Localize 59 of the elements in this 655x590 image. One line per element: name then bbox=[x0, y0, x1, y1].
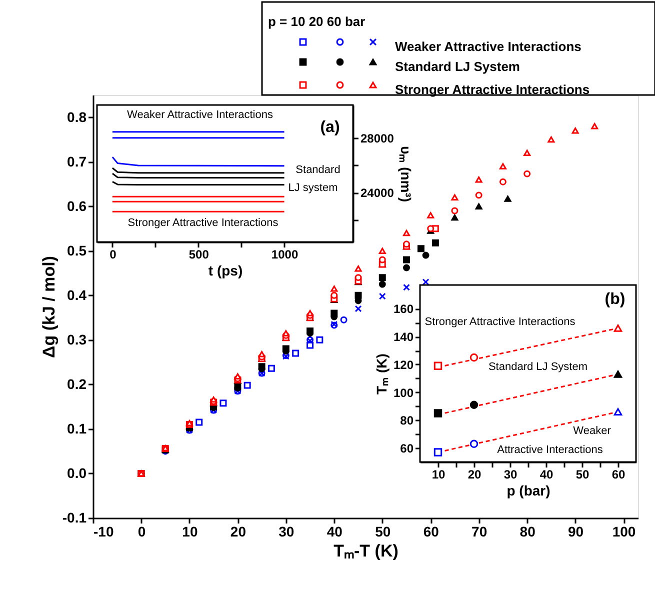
x-tick-label: 40 bbox=[540, 468, 554, 482]
y-axis-title: Tₘ (K) bbox=[373, 354, 390, 394]
x-tick-label: 60 bbox=[423, 524, 440, 540]
x-tick-label: 10 bbox=[182, 524, 198, 540]
y2-tick-label: 28000 bbox=[360, 131, 394, 146]
y-tick-label: 0.5 bbox=[67, 242, 87, 258]
legend-label: Stronger Attractive Interactions bbox=[395, 82, 590, 97]
annotation: (a) bbox=[320, 119, 340, 136]
y-tick-label: 0.8 bbox=[67, 108, 87, 125]
annotation: LJ system bbox=[288, 182, 338, 194]
y-tick-label: 120 bbox=[393, 358, 414, 372]
x-tick-label: 500 bbox=[188, 248, 210, 262]
annotation: Attractive Interactions bbox=[497, 444, 604, 456]
x-tick-label: 60 bbox=[612, 468, 626, 482]
x-tick-label: 40 bbox=[326, 524, 343, 540]
x-tick-label: 10 bbox=[432, 468, 446, 482]
x-tick-label: 70 bbox=[472, 524, 488, 540]
x-tick-label: 20 bbox=[230, 524, 246, 540]
x-tick-label: 90 bbox=[568, 524, 584, 540]
x-tick-label: 20 bbox=[468, 468, 482, 482]
y2-axis-title: υₘ (nm³) bbox=[398, 146, 414, 202]
y-tick-label: 160 bbox=[393, 302, 414, 316]
x-tick-label: 50 bbox=[576, 468, 590, 482]
x-axis-title: p (bar) bbox=[506, 482, 550, 498]
x-tick-label: -10 bbox=[94, 524, 114, 540]
x-tick-label: 100 bbox=[612, 524, 636, 540]
annotation: Weaker bbox=[573, 425, 612, 437]
annotation: Stronger Attractive Interactions bbox=[424, 316, 576, 328]
x-tick-label: 30 bbox=[278, 524, 294, 540]
y-tick-label: 140 bbox=[393, 330, 414, 344]
y2-tick-label: 24000 bbox=[360, 186, 394, 200]
y-tick-label: 0.2 bbox=[67, 376, 87, 392]
y-tick-label: 100 bbox=[393, 386, 414, 400]
annotation: Standard LJ System bbox=[488, 361, 588, 373]
y-tick-label: 0.1 bbox=[67, 420, 87, 436]
y-axis-title: Δg (kJ / mol) bbox=[39, 256, 58, 358]
annotation: Weaker Attractive Interactions bbox=[127, 109, 274, 121]
x-tick-label: 1000 bbox=[271, 248, 298, 262]
x-tick-label: 30 bbox=[504, 468, 518, 482]
x-tick-label: 80 bbox=[520, 524, 536, 540]
y-tick-label: 0.4 bbox=[67, 286, 87, 303]
x-axis-title: Tₘ-T (K) bbox=[334, 542, 398, 560]
x-tick-label: 0 bbox=[138, 524, 146, 540]
y-tick-label: 80 bbox=[400, 414, 414, 428]
annotation: (b) bbox=[604, 291, 626, 308]
y-tick-label: 60 bbox=[400, 442, 414, 456]
legend-title: p = 10 20 60 bar bbox=[268, 14, 366, 29]
y-tick-label: 0.0 bbox=[67, 464, 87, 481]
y-tick-label: 0.7 bbox=[67, 153, 87, 170]
x-axis-title: t (ps) bbox=[208, 262, 243, 278]
x-tick-label: 0 bbox=[110, 248, 117, 262]
legend-label: Standard LJ System bbox=[395, 59, 520, 74]
legend-label: Weaker Attractive Interactions bbox=[395, 39, 582, 54]
annotation: Stronger Attractive Interactions bbox=[128, 217, 279, 229]
y-tick-label: -0.1 bbox=[62, 510, 87, 526]
y-tick-label: 0.6 bbox=[67, 198, 87, 214]
x-tick-label: 50 bbox=[375, 524, 391, 540]
annotation: Standard bbox=[296, 164, 340, 176]
y-tick-label: 0.3 bbox=[67, 331, 87, 348]
